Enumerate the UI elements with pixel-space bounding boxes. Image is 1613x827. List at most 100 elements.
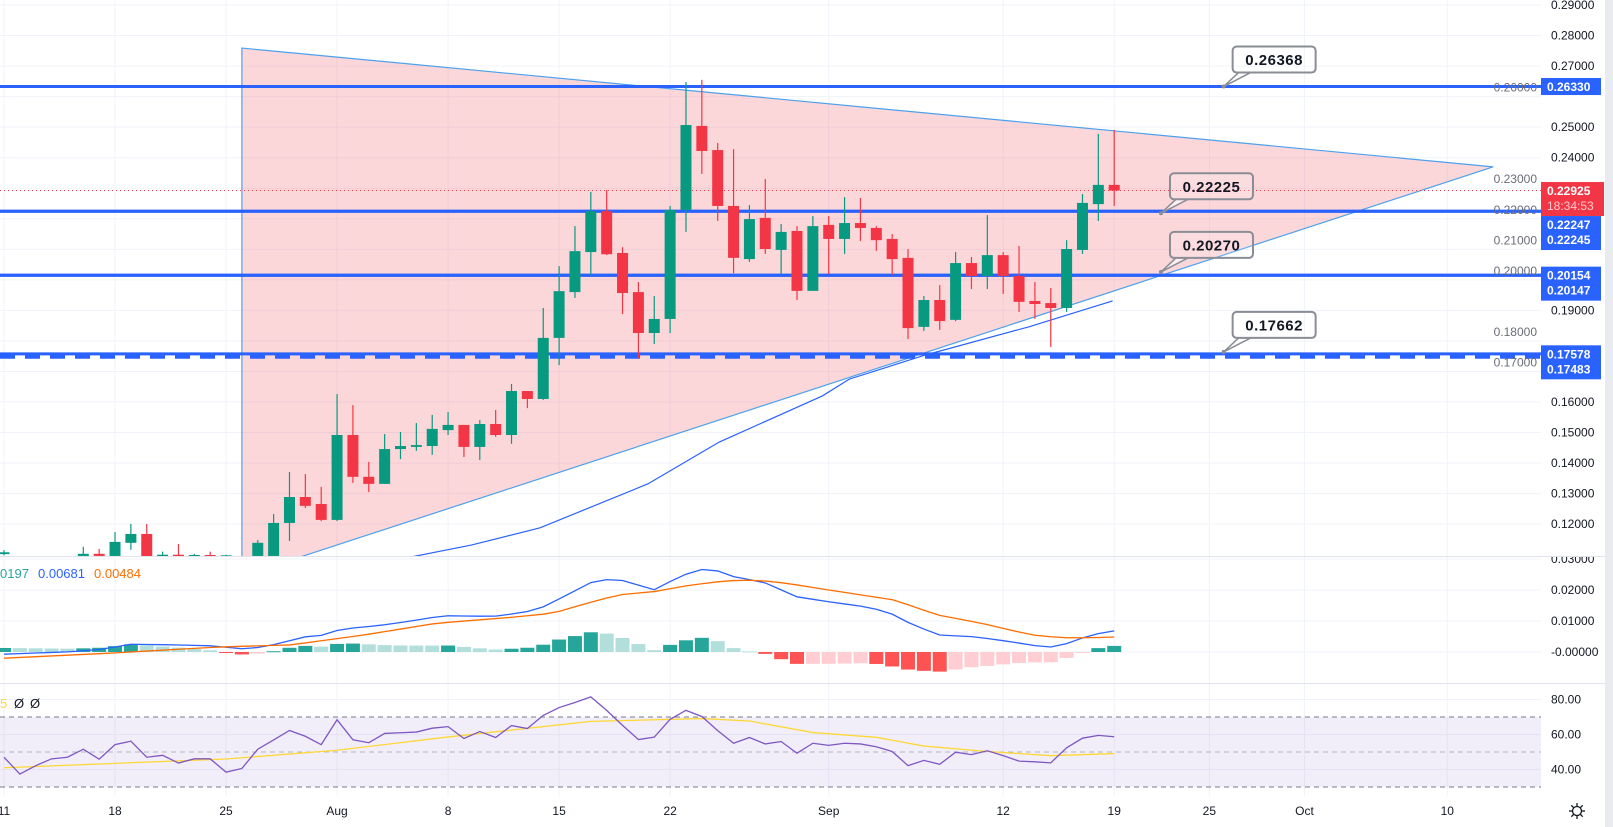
- candle-bullish: [648, 296, 660, 344]
- time-tick-label: 18: [108, 804, 122, 818]
- candle-bullish: [585, 191, 597, 275]
- candle-body: [854, 223, 866, 228]
- candle-bullish: [442, 412, 454, 436]
- settings-gear-icon[interactable]: [1569, 803, 1585, 819]
- candle-bullish: [220, 554, 232, 556]
- candle-bearish: [823, 216, 835, 275]
- candle-body: [331, 435, 343, 520]
- candle-bullish: [537, 307, 549, 400]
- macd-histogram-bar: [615, 638, 630, 652]
- candle-bearish: [1029, 281, 1041, 319]
- macd-histogram-bar: [536, 644, 551, 652]
- rsi-legend-value: 5: [0, 696, 7, 711]
- price-pane[interactable]: 0.26368 0.22225 0.20270 0.17662: [0, 45, 1541, 577]
- rsi-axis[interactable]: 80.00 60.00 40.00: [1551, 693, 1581, 777]
- candle-body: [458, 424, 470, 447]
- macd-histogram-bar: [631, 644, 646, 652]
- macd-histogram-bar: [599, 633, 614, 652]
- candle-body: [1092, 184, 1104, 205]
- macd-histogram-bar: [0, 647, 11, 652]
- callout-label: 0.22225: [1183, 179, 1241, 196]
- macd-histogram-bar: [488, 649, 503, 652]
- callout-label: 0.26368: [1245, 52, 1303, 69]
- candle-bullish: [426, 414, 438, 455]
- candle-bearish: [1108, 129, 1120, 206]
- candle-body: [728, 205, 740, 258]
- candle-body: [1061, 249, 1073, 308]
- time-axis[interactable]: 11 18 25 Aug 8 15 22 Sep 12 19 25 Oct 10: [0, 804, 1454, 818]
- candle-bullish: [1076, 194, 1088, 254]
- candle-bearish: [617, 247, 629, 315]
- candle-bearish: [870, 226, 882, 251]
- price-axis[interactable]: 0.29000 0.28000 0.27000 0.25000 0.24000 0.190…: [1551, 0, 1595, 531]
- macd-histogram-bar: [298, 645, 313, 652]
- candle-body: [791, 230, 803, 291]
- candle-body: [743, 219, 755, 260]
- rsi-ma-line: [3, 717, 1115, 769]
- price-axis-shifted-ticks[interactable]: 0.26000 0.23000 0.22000 0.21000 0.20000 0.180…: [1494, 81, 1538, 370]
- candle-bearish: [458, 424, 470, 457]
- candle-body: [410, 445, 422, 447]
- candle-body: [696, 125, 708, 151]
- badge-label: 0.17578: [1547, 347, 1591, 361]
- candle-body: [442, 424, 454, 431]
- candle-body: [363, 476, 375, 484]
- candle-body: [283, 496, 295, 523]
- candle-bullish: [918, 296, 930, 331]
- price-tick-label: 0.21000: [1494, 233, 1538, 247]
- badge-background: [1541, 266, 1601, 301]
- candle-bullish: [1092, 133, 1104, 221]
- candle-body: [93, 553, 105, 556]
- candle-body: [886, 238, 898, 260]
- price-tick-label: 0.12000: [1551, 517, 1595, 531]
- macd-tick-label: 0.03000: [1551, 552, 1595, 566]
- candle-bullish: [252, 540, 264, 556]
- candle-bearish: [93, 548, 105, 556]
- price-callout[interactable]: 0.22225: [1158, 172, 1254, 216]
- macd-tick-label: -0.00000: [1551, 645, 1599, 659]
- candle-body: [950, 263, 962, 320]
- candle-body: [490, 424, 502, 436]
- candle-body: [1045, 303, 1057, 308]
- price-tick-label: 0.19000: [1551, 303, 1595, 317]
- price-callout[interactable]: 0.26368: [1221, 45, 1317, 89]
- price-axis-badges: 0.263300.2292518:34:530.222470.222450.20…: [1541, 78, 1604, 380]
- macd-histogram-bar: [155, 646, 170, 652]
- macd-histogram-bar: [980, 652, 995, 666]
- macd-histogram-bar: [932, 652, 947, 672]
- candle-bullish: [775, 223, 787, 275]
- macd-histogram-bar: [219, 652, 234, 653]
- candle-body: [759, 217, 771, 250]
- candle-body: [981, 255, 993, 276]
- candle-bearish: [886, 234, 898, 275]
- price-callout[interactable]: 0.20270: [1158, 230, 1254, 274]
- candle-bullish: [506, 384, 518, 444]
- candle-body: [569, 251, 581, 293]
- triangle-pattern-drawing[interactable]: [241, 47, 1494, 576]
- candle-bullish: [410, 423, 422, 451]
- price-callout[interactable]: 0.17662: [1221, 310, 1317, 354]
- candle-bullish: [664, 205, 676, 333]
- rsi-legend-value: Ø: [30, 696, 40, 711]
- macd-histogram-bar: [964, 652, 979, 668]
- candle-body: [839, 223, 851, 239]
- callout-label: 0.17662: [1245, 317, 1303, 334]
- macd-axis[interactable]: 0.03000 0.02000 0.01000 -0.00000: [1551, 552, 1599, 659]
- candle-body: [680, 125, 692, 210]
- macd-histogram-bar: [837, 652, 852, 664]
- candle-body: [870, 227, 882, 241]
- macd-histogram-bar: [250, 652, 265, 654]
- candle-bearish: [696, 79, 708, 174]
- candle-body: [1108, 184, 1120, 191]
- candle-body: [807, 226, 819, 291]
- macd-pane[interactable]: [0, 568, 1122, 672]
- bar-countdown-label: 18:34:53: [1547, 199, 1594, 213]
- right-edge-scrollbar[interactable]: [1605, 0, 1613, 827]
- macd-histogram-bar: [821, 652, 836, 664]
- rsi-pane[interactable]: [0, 696, 1541, 788]
- price-tick-label: 0.26000: [1494, 81, 1538, 95]
- candle-body: [775, 231, 787, 250]
